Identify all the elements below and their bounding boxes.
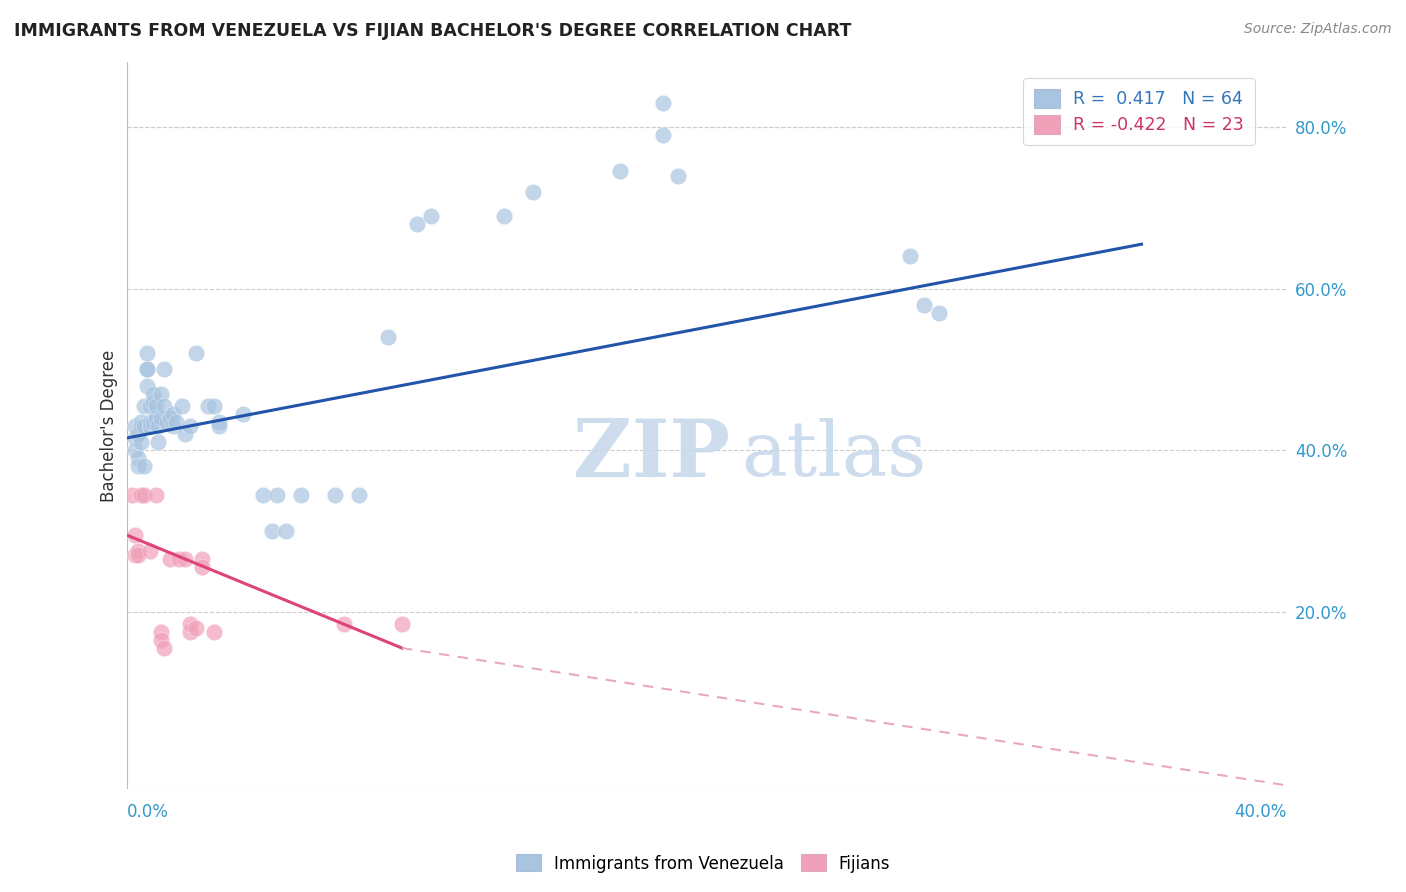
Text: 40.0%: 40.0%: [1234, 803, 1286, 821]
Point: [138, 419, 160, 434]
Point: [129, 487, 152, 501]
Point: [124, 443, 146, 458]
Legend: R =  0.417   N = 64, R = -0.422   N = 23: R = 0.417 N = 64, R = -0.422 N = 23: [1024, 78, 1254, 145]
Text: IMMIGRANTS FROM VENEZUELA VS FIJIAN BACHELOR'S DEGREE CORRELATION CHART: IMMIGRANTS FROM VENEZUELA VS FIJIAN BACH…: [14, 22, 852, 40]
Point: [145, 487, 167, 501]
Point: [132, 487, 155, 501]
Point: [127, 548, 149, 562]
Point: [135, 378, 157, 392]
Point: [179, 616, 201, 631]
Point: [135, 362, 157, 376]
Point: [148, 435, 170, 450]
Point: [148, 419, 170, 434]
Point: [170, 399, 193, 413]
Point: [252, 487, 274, 501]
Point: [159, 410, 181, 425]
Point: [127, 544, 149, 558]
Legend: Immigrants from Venezuela, Fijians: Immigrants from Venezuela, Fijians: [509, 847, 897, 880]
Point: [127, 459, 149, 474]
Text: atlas: atlas: [741, 418, 927, 492]
Point: [260, 524, 283, 538]
Point: [129, 435, 152, 450]
Point: [197, 399, 219, 413]
Point: [124, 528, 146, 542]
Point: [202, 624, 225, 639]
Point: [173, 427, 195, 442]
Point: [132, 399, 155, 413]
Point: [420, 209, 443, 223]
Point: [179, 419, 201, 434]
Y-axis label: Bachelor's Degree: Bachelor's Degree: [100, 350, 118, 502]
Point: [179, 624, 201, 639]
Point: [127, 427, 149, 442]
Point: [138, 415, 160, 429]
Point: [145, 399, 167, 413]
Point: [266, 487, 288, 501]
Point: [138, 544, 160, 558]
Point: [609, 164, 631, 178]
Point: [145, 410, 167, 425]
Point: [159, 552, 181, 566]
Point: [153, 362, 176, 376]
Point: [391, 616, 413, 631]
Point: [347, 487, 370, 501]
Point: [138, 419, 160, 434]
Point: [153, 641, 176, 656]
Point: [333, 616, 356, 631]
Point: [156, 415, 179, 429]
Text: ZIP: ZIP: [572, 416, 730, 494]
Point: [135, 346, 157, 360]
Point: [138, 399, 160, 413]
Point: [405, 217, 427, 231]
Point: [121, 487, 143, 501]
Point: [186, 621, 208, 635]
Point: [208, 415, 231, 429]
Point: [274, 524, 297, 538]
Point: [191, 560, 214, 574]
Point: [142, 386, 165, 401]
Point: [522, 185, 544, 199]
Point: [153, 399, 176, 413]
Point: [132, 459, 155, 474]
Point: [666, 169, 689, 183]
Point: [377, 330, 399, 344]
Point: [142, 394, 165, 409]
Point: [129, 419, 152, 434]
Point: [124, 548, 146, 562]
Point: [127, 451, 149, 466]
Point: [186, 346, 208, 360]
Point: [323, 487, 346, 501]
Point: [124, 419, 146, 434]
Point: [165, 415, 187, 429]
Point: [150, 632, 173, 647]
Point: [290, 487, 312, 501]
Point: [912, 298, 935, 312]
Point: [202, 399, 225, 413]
Point: [492, 209, 515, 223]
Text: 0.0%: 0.0%: [127, 803, 169, 821]
Point: [142, 415, 165, 429]
Point: [167, 552, 190, 566]
Point: [928, 306, 950, 320]
Point: [162, 419, 184, 434]
Point: [231, 407, 253, 421]
Point: [652, 128, 675, 143]
Point: [162, 407, 184, 421]
Point: [208, 419, 231, 434]
Point: [150, 386, 173, 401]
Point: [173, 552, 195, 566]
Point: [898, 249, 921, 263]
Point: [135, 362, 157, 376]
Text: Source: ZipAtlas.com: Source: ZipAtlas.com: [1244, 22, 1392, 37]
Point: [129, 415, 152, 429]
Point: [150, 624, 173, 639]
Point: [132, 419, 155, 434]
Point: [652, 95, 675, 110]
Point: [150, 410, 173, 425]
Point: [191, 552, 214, 566]
Point: [124, 431, 146, 445]
